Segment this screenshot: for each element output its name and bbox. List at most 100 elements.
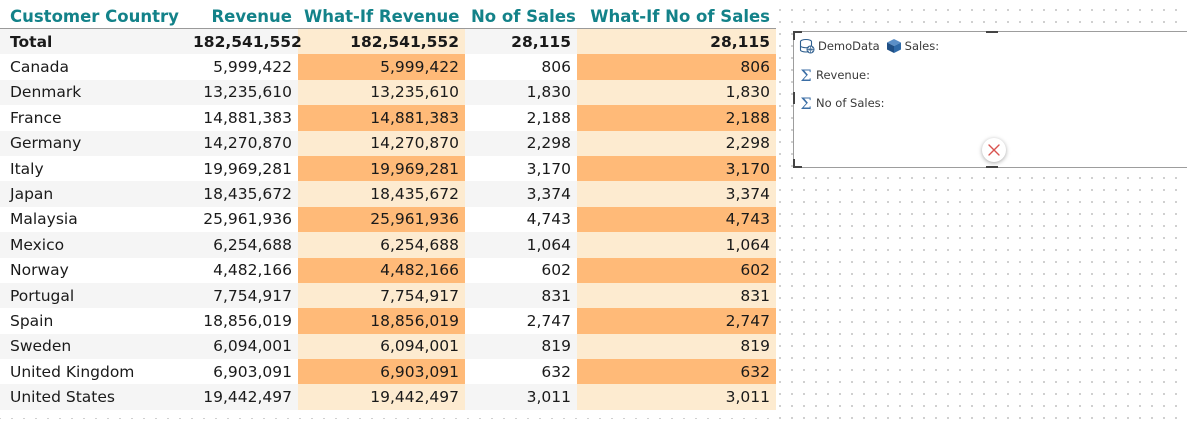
table-row[interactable]: United Kingdom 6,903,091 6,903,091 632 632 — [0, 359, 776, 385]
row-whatif-no-of-sales: 3,170 — [577, 155, 776, 182]
row-country: United States — [0, 384, 187, 410]
row-revenue: 5,999,422 — [187, 54, 298, 80]
row-revenue: 25,961,936 — [187, 206, 298, 233]
row-revenue: 4,482,166 — [187, 257, 298, 283]
row-country: Portugal — [0, 282, 187, 309]
row-whatif-no-of-sales: 831 — [577, 282, 776, 309]
resize-handle-bottom-left-vertical[interactable] — [793, 159, 795, 168]
resize-handle-left-middle[interactable] — [793, 92, 795, 104]
table-row[interactable]: Sweden 6,094,001 6,094,001 819 819 — [0, 333, 776, 360]
header-customer-country[interactable]: Customer Country — [0, 5, 187, 29]
row-country: Mexico — [0, 232, 187, 258]
row-revenue: 14,881,383 — [187, 105, 298, 131]
row-whatif-no-of-sales: 2,188 — [577, 105, 776, 131]
matrix-visual[interactable]: Customer Country Revenue What-If Revenue… — [0, 0, 776, 418]
row-revenue: 19,969,281 — [187, 155, 298, 182]
header-whatif-no-of-sales[interactable]: What-If No of Sales — [577, 5, 776, 29]
measure-revenue-label[interactable]: Revenue: — [816, 68, 870, 82]
sigma-icon: Σ — [800, 93, 812, 113]
field-well-panel[interactable]: DemoData Sales: Σ Revenue: Σ No of Sales… — [793, 31, 1187, 168]
header-revenue[interactable]: Revenue — [187, 5, 298, 29]
row-country: Norway — [0, 257, 187, 283]
row-no-of-sales: 3,011 — [465, 384, 577, 410]
close-icon — [988, 144, 1000, 156]
data-source-name[interactable]: DemoData — [818, 39, 880, 53]
row-country: Denmark — [0, 79, 187, 106]
header-no-of-sales[interactable]: No of Sales — [465, 5, 577, 29]
row-country: Italy — [0, 155, 187, 182]
row-country: Sweden — [0, 333, 187, 360]
resize-handle-top-left-vertical[interactable] — [793, 31, 795, 40]
total-label: Total — [0, 28, 187, 55]
row-whatif-no-of-sales: 4,743 — [577, 206, 776, 233]
row-no-of-sales: 831 — [465, 282, 577, 309]
row-whatif-revenue: 14,881,383 — [298, 105, 465, 131]
row-whatif-no-of-sales: 2,298 — [577, 130, 776, 156]
table-row[interactable]: Italy 19,969,281 19,969,281 3,170 3,170 — [0, 155, 776, 182]
measure-no-of-sales-label[interactable]: No of Sales: — [816, 96, 885, 110]
resize-handle-top-left[interactable] — [793, 31, 802, 33]
header-whatif-revenue[interactable]: What-If Revenue — [298, 5, 465, 29]
row-no-of-sales: 3,170 — [465, 155, 577, 182]
field-well-source-row: DemoData Sales: — [799, 36, 939, 56]
table-name[interactable]: Sales: — [904, 39, 940, 53]
total-no-of-sales: 28,115 — [465, 28, 577, 55]
row-whatif-revenue: 6,094,001 — [298, 333, 465, 360]
field-well-measure-no-of-sales[interactable]: Σ No of Sales: — [799, 93, 885, 113]
row-no-of-sales: 632 — [465, 359, 577, 385]
row-whatif-revenue: 7,754,917 — [298, 282, 465, 309]
header-row: Customer Country Revenue What-If Revenue… — [0, 5, 776, 29]
delete-button[interactable] — [982, 138, 1006, 162]
table-row[interactable]: Norway 4,482,166 4,482,166 602 602 — [0, 257, 776, 283]
row-no-of-sales: 2,298 — [465, 130, 577, 156]
row-no-of-sales: 2,747 — [465, 308, 577, 334]
table-row[interactable]: Canada 5,999,422 5,999,422 806 806 — [0, 54, 776, 80]
total-revenue: 182,541,552 — [187, 28, 302, 55]
row-country: France — [0, 105, 187, 131]
row-whatif-no-of-sales: 806 — [577, 54, 776, 80]
row-no-of-sales: 1,064 — [465, 232, 577, 258]
table-row[interactable]: Spain 18,856,019 18,856,019 2,747 2,747 — [0, 308, 776, 334]
row-whatif-no-of-sales: 3,374 — [577, 181, 776, 207]
table-row[interactable]: Portugal 7,754,917 7,754,917 831 831 — [0, 282, 776, 309]
resize-handle-top-middle[interactable] — [986, 31, 998, 33]
resize-handle-bottom-middle[interactable] — [986, 166, 998, 168]
table-row[interactable]: Japan 18,435,672 18,435,672 3,374 3,374 — [0, 181, 776, 207]
total-whatif-no-of-sales: 28,115 — [577, 28, 776, 55]
row-no-of-sales: 4,743 — [465, 206, 577, 233]
row-whatif-no-of-sales: 2,747 — [577, 308, 776, 334]
row-country: Japan — [0, 181, 187, 207]
table-row[interactable]: Germany 14,270,870 14,270,870 2,298 2,298 — [0, 130, 776, 156]
row-whatif-no-of-sales: 1,830 — [577, 79, 776, 106]
row-whatif-revenue: 6,903,091 — [298, 359, 465, 385]
field-well-measure-revenue[interactable]: Σ Revenue: — [799, 65, 870, 85]
resize-handle-bottom-left[interactable] — [793, 166, 802, 168]
row-whatif-revenue: 5,999,422 — [298, 54, 465, 80]
database-globe-icon — [799, 38, 815, 54]
table-row[interactable]: Denmark 13,235,610 13,235,610 1,830 1,830 — [0, 79, 776, 106]
table-row[interactable]: United States 19,442,497 19,442,497 3,011 3,… — [0, 384, 776, 410]
table-row[interactable]: France 14,881,383 14,881,383 2,188 2,188 — [0, 105, 776, 131]
row-whatif-revenue: 18,856,019 — [298, 308, 465, 334]
row-country: Malaysia — [0, 206, 187, 233]
row-whatif-no-of-sales: 1,064 — [577, 232, 776, 258]
total-whatif-revenue: 182,541,552 — [298, 28, 465, 55]
row-whatif-revenue: 13,235,610 — [298, 79, 465, 106]
row-revenue: 18,435,672 — [187, 181, 298, 207]
table-row[interactable]: Malaysia 25,961,936 25,961,936 4,743 4,743 — [0, 206, 776, 233]
row-whatif-revenue: 18,435,672 — [298, 181, 465, 207]
row-country: Canada — [0, 54, 187, 80]
row-whatif-no-of-sales: 602 — [577, 257, 776, 283]
row-no-of-sales: 602 — [465, 257, 577, 283]
cube-icon — [886, 39, 901, 53]
row-whatif-revenue: 19,969,281 — [298, 155, 465, 182]
sigma-icon: Σ — [800, 65, 812, 85]
row-no-of-sales: 806 — [465, 54, 577, 80]
row-no-of-sales: 3,374 — [465, 181, 577, 207]
row-revenue: 6,903,091 — [187, 359, 298, 385]
row-revenue: 13,235,610 — [187, 79, 298, 106]
row-revenue: 6,094,001 — [187, 333, 298, 360]
row-whatif-no-of-sales: 819 — [577, 333, 776, 360]
row-no-of-sales: 1,830 — [465, 79, 577, 106]
table-row[interactable]: Mexico 6,254,688 6,254,688 1,064 1,064 — [0, 232, 776, 258]
